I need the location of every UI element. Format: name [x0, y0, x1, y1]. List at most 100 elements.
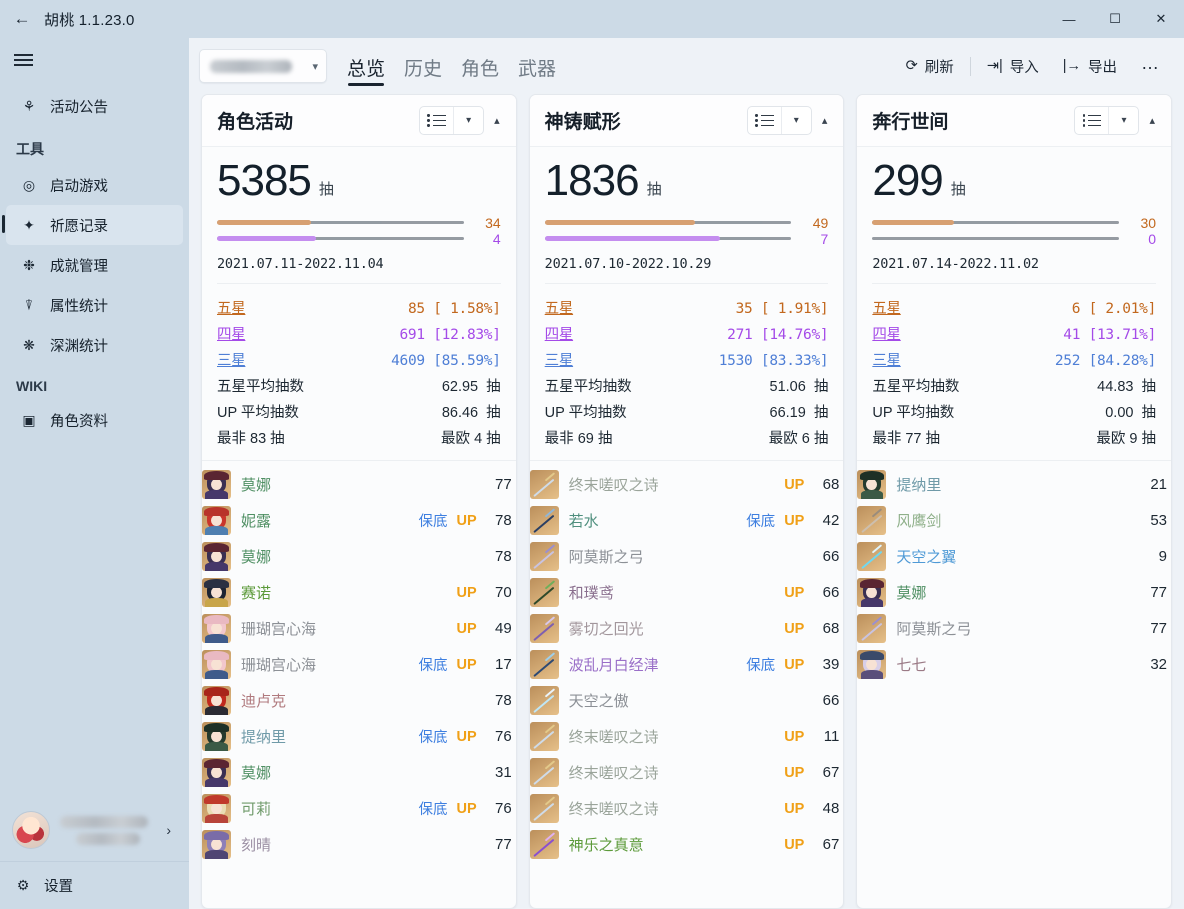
date-range: 2021.07.10-2022.10.29: [544, 255, 712, 272]
list-item[interactable]: 若水 保底 UP 42: [529, 503, 844, 539]
item-meta: UP 70: [457, 584, 512, 601]
list-item[interactable]: 阿莫斯之弓 77: [857, 611, 1171, 647]
list-item[interactable]: 终末嗟叹之诗 UP 68: [529, 467, 844, 503]
total-pulls-value: 5385: [217, 156, 312, 205]
item-pull-count: 17: [494, 656, 512, 674]
list-item[interactable]: 莫娜 31: [202, 755, 516, 791]
user-profile[interactable]: ›: [0, 799, 189, 861]
tab-history[interactable]: 历史: [404, 59, 443, 80]
pity-gauge: 0: [872, 231, 1156, 247]
collapse-card-button[interactable]: ▴: [494, 115, 500, 127]
sidebar-item-abyss-stats[interactable]: ❋ 深渊统计: [6, 325, 183, 365]
sidebar-group-tools: 工具: [16, 141, 44, 157]
uid-select[interactable]: ▾: [199, 49, 327, 83]
view-dropdown-button[interactable]: ▾: [780, 107, 811, 134]
item-name: 刻晴: [241, 837, 272, 855]
list-icon: [1082, 114, 1102, 127]
sidebar-item-wish-record[interactable]: ✦ 祈愿记录: [2, 205, 183, 245]
pity-tag: 保底: [418, 658, 448, 675]
item-pull-count: 48: [822, 800, 840, 818]
list-item[interactable]: 阿莫斯之弓 66: [529, 539, 844, 575]
minimize-button[interactable]: —: [1062, 11, 1076, 27]
list-item[interactable]: 迪卢克 78: [202, 683, 516, 719]
gauges: 30 0: [872, 215, 1156, 247]
item-meta: 77: [486, 836, 512, 853]
list-item[interactable]: 可莉 保底 UP 76: [202, 791, 516, 827]
maximize-button[interactable]: ☐: [1109, 11, 1121, 26]
list-item[interactable]: 提纳里 保底 UP 76: [202, 719, 516, 755]
list-item[interactable]: 赛诺 UP 70: [202, 575, 516, 611]
list-item[interactable]: 天空之翼 9: [857, 539, 1171, 575]
tab-weapons[interactable]: 武器: [518, 59, 557, 80]
total-pulls-value: 299: [872, 156, 943, 205]
avg-5star-value: 44.83 抽: [1097, 379, 1157, 396]
export-button[interactable]: |→ 导出: [1051, 50, 1129, 83]
item-thumbnail: [857, 614, 887, 644]
list-item[interactable]: 终末嗟叹之诗 UP 67: [529, 755, 844, 791]
list-item[interactable]: 妮露 保底 UP 78: [202, 503, 516, 539]
item-name: 莫娜: [241, 477, 272, 495]
sidebar-item-label: 属性统计: [50, 298, 108, 315]
view-mode-split-button[interactable]: ▾: [1074, 106, 1140, 135]
sidebar-item-announcement[interactable]: ⚘ 活动公告: [6, 86, 183, 126]
list-item[interactable]: 提纳里 21: [857, 467, 1171, 503]
list-item[interactable]: 七七 32: [857, 647, 1171, 683]
user-name-redacted: [60, 815, 156, 845]
avg-5star-value: 51.06 抽: [769, 379, 829, 396]
refresh-button[interactable]: ⟳ 刷新: [894, 50, 966, 83]
toolbar-actions: ⟳ 刷新 ⇥| 导入 |→ 导出 …: [894, 50, 1172, 83]
view-mode-split-button[interactable]: ▾: [746, 106, 812, 135]
item-name: 风鹰剑: [896, 513, 942, 531]
sidebar-item-label: 成就管理: [50, 258, 108, 275]
view-mode-split-button[interactable]: ▾: [419, 106, 485, 135]
list-item[interactable]: 莫娜 77: [202, 467, 516, 503]
rarity-values: 6 [ 2.01%]: [1071, 301, 1157, 318]
view-dropdown-button[interactable]: ▾: [1108, 107, 1138, 134]
item-thumbnail: [857, 470, 887, 500]
tab-characters[interactable]: 角色: [461, 59, 500, 80]
list-item[interactable]: 终末嗟叹之诗 UP 11: [529, 719, 844, 755]
sidebar-item-character-wiki[interactable]: ▣ 角色资料: [6, 400, 183, 440]
back-button[interactable]: ←: [13, 9, 31, 28]
menu-toggle-button[interactable]: [0, 38, 189, 82]
attribute-stats-icon: ⍒: [24, 296, 34, 313]
collapse-card-button[interactable]: ▴: [1149, 115, 1156, 127]
rarity-values: 41 [13.71%]: [1063, 327, 1157, 344]
up-tag: UP: [784, 584, 805, 601]
list-item[interactable]: 珊瑚宫心海 保底 UP 17: [202, 647, 516, 683]
item-name: 赛诺: [241, 585, 272, 603]
list-item[interactable]: 莫娜 78: [202, 539, 516, 575]
card-title: 角色活动: [217, 112, 294, 133]
list-item[interactable]: 终末嗟叹之诗 UP 48: [529, 791, 844, 827]
sidebar-item-settings[interactable]: ⚙ 设置: [0, 861, 189, 909]
list-item[interactable]: 波乱月白经津 保底 UP 39: [529, 647, 844, 683]
item-name: 可莉: [241, 801, 272, 819]
sidebar-item-launch-game[interactable]: ◎ 启动游戏: [6, 165, 183, 205]
view-dropdown-button[interactable]: ▾: [453, 107, 483, 134]
list-item[interactable]: 雾切之回光 UP 68: [529, 611, 844, 647]
list-item[interactable]: 和璞鸢 UP 66: [529, 575, 844, 611]
list-item[interactable]: 风鹰剑 53: [857, 503, 1171, 539]
list-item[interactable]: 神乐之真意 UP 67: [529, 827, 844, 863]
list-item[interactable]: 天空之傲 66: [529, 683, 844, 719]
best-pull: 最欧 4 抽: [441, 431, 501, 448]
item-meta: 保底 UP 17: [419, 654, 512, 675]
sidebar-item-attribute-stats[interactable]: ⍒ 属性统计: [6, 285, 183, 325]
avg-5star-value: 62.95 抽: [441, 379, 501, 396]
close-button[interactable]: ✕: [1155, 11, 1167, 26]
more-options-button[interactable]: …: [1141, 52, 1160, 73]
sidebar-item-achievement[interactable]: ❉ 成就管理: [6, 245, 183, 285]
list-view-button[interactable]: [1075, 107, 1108, 134]
collapse-card-button[interactable]: ▴: [821, 115, 828, 127]
item-name: 提纳里: [241, 729, 287, 747]
gauge-track: [872, 220, 1120, 226]
list-item[interactable]: 刻晴 77: [202, 827, 516, 863]
list-view-button[interactable]: [420, 107, 453, 134]
up-tag: UP: [784, 620, 805, 637]
list-item[interactable]: 莫娜 77: [857, 575, 1171, 611]
rarity-stats: 五星 85 [ 1.58%] 四星 691 [12.83%] 三星 4609 [85.59…: [217, 282, 501, 460]
import-button[interactable]: ⇥| 导入: [975, 50, 1051, 83]
tab-overview[interactable]: 总览: [347, 60, 385, 86]
list-view-button[interactable]: [748, 107, 781, 134]
list-item[interactable]: 珊瑚宫心海 UP 49: [202, 611, 516, 647]
